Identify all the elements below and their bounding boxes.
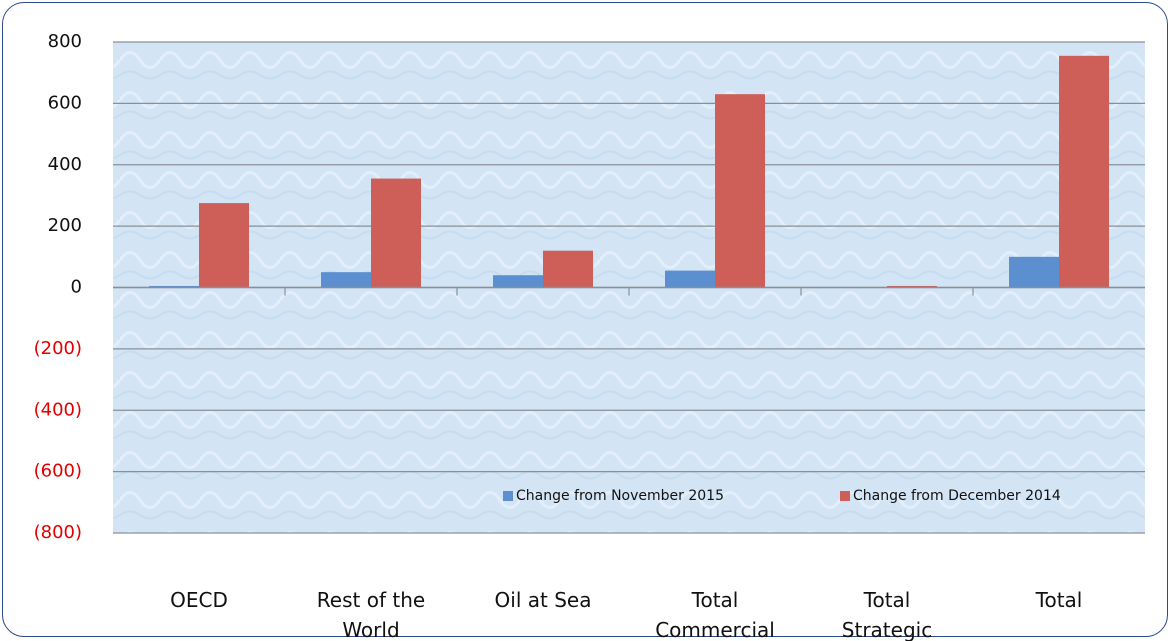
y-tick-label: 200	[48, 215, 82, 236]
bar	[887, 285, 937, 288]
x-tick-label: Total Commercial	[655, 588, 775, 641]
bar	[665, 270, 715, 288]
y-tick-label: 0	[71, 277, 82, 298]
y-tick-label: (200)	[34, 338, 82, 359]
y-tick-label: 800	[48, 31, 82, 52]
x-tick-label: OECD	[170, 588, 228, 612]
y-tick-label: 400	[48, 154, 82, 175]
bar	[1009, 256, 1059, 288]
legend-swatch	[503, 491, 513, 501]
legend-swatch	[840, 491, 850, 501]
x-tick-label: Total Strategic	[841, 588, 933, 641]
y-tick-label: (400)	[34, 399, 82, 420]
x-tick-label: Oil at Sea	[494, 588, 592, 612]
bar	[321, 272, 371, 288]
bar	[1059, 55, 1109, 288]
x-tick-label: Rest of the World	[316, 588, 426, 641]
bar	[493, 275, 543, 288]
y-tick-label: (600)	[34, 461, 82, 482]
bar	[543, 250, 593, 288]
y-tick-label: 600	[48, 92, 82, 113]
legend-label: Change from November 2015	[516, 488, 724, 504]
bar	[149, 285, 199, 288]
legend-label: Change from December 2014	[853, 488, 1061, 504]
bar	[371, 178, 421, 288]
bar	[715, 94, 765, 288]
x-tick-label: Total	[1035, 588, 1083, 612]
bar	[199, 203, 249, 288]
y-tick-label: (800)	[34, 522, 82, 543]
